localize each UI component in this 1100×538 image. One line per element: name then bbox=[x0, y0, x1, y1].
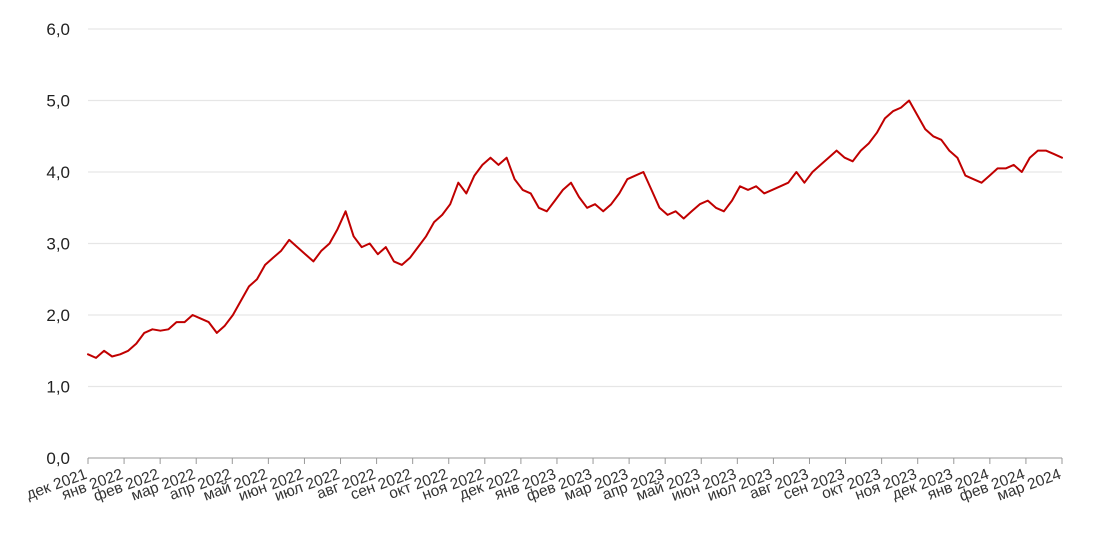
y-tick-label: 1,0 bbox=[46, 378, 70, 397]
y-tick-label: 0,0 bbox=[46, 449, 70, 468]
y-tick-label: 3,0 bbox=[46, 235, 70, 254]
gridlines bbox=[88, 28, 1062, 388]
y-tick-label: 5,0 bbox=[46, 92, 70, 111]
y-tick-label: 2,0 bbox=[46, 306, 70, 325]
y-axis-ticks: 0,0 1,0 2,0 3,0 4,0 5,0 6,0 bbox=[46, 20, 70, 468]
series-line bbox=[87, 99, 1063, 359]
y-tick-label: 6,0 bbox=[46, 20, 70, 39]
y-tick-label: 4,0 bbox=[46, 163, 70, 182]
series-layer bbox=[87, 99, 1063, 359]
